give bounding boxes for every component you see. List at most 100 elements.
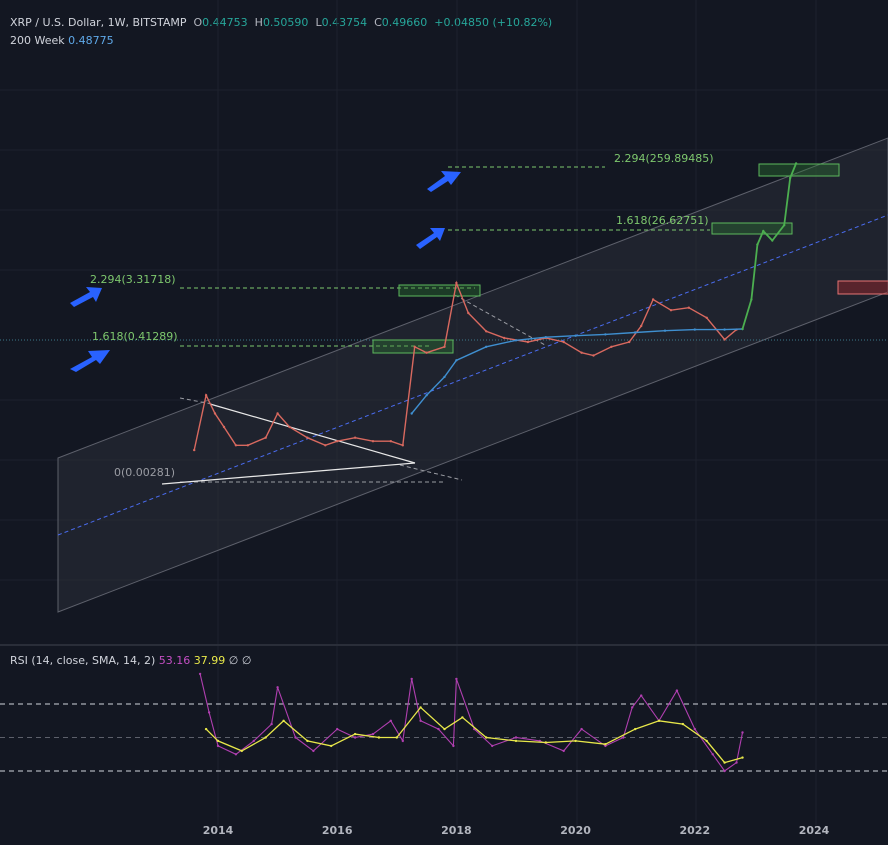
red-box[interactable] xyxy=(837,280,888,295)
change-value: +0.04850 (+10.82%) xyxy=(434,16,553,29)
rsi-sma-line-point xyxy=(634,727,637,731)
price-line-point xyxy=(485,330,488,333)
rsi-line-point xyxy=(735,761,738,764)
rsi-line-point xyxy=(234,753,238,756)
price-line-point xyxy=(336,440,339,443)
rsi-line-point xyxy=(562,749,565,753)
rsi-extra-2: ∅ xyxy=(241,654,252,667)
rsi-sma-series[interactable] xyxy=(204,706,744,764)
rsi-line-point xyxy=(711,753,714,756)
rsi-series[interactable] xyxy=(198,672,744,773)
ma-line-point xyxy=(410,412,413,415)
rsi-value: 53.16 xyxy=(158,654,191,667)
rsi-sma-line-point xyxy=(485,736,488,739)
rsi-line-point xyxy=(675,689,679,692)
rsi-sma-line-point xyxy=(514,739,518,743)
low-value: 0.43754 xyxy=(321,16,368,29)
target-box-2 xyxy=(398,284,481,297)
open-value: 0.44753 xyxy=(202,16,248,29)
price-line-point xyxy=(687,306,690,309)
price-line-point xyxy=(264,436,267,439)
x-tick-label: 2024 xyxy=(799,824,830,837)
low-label: L xyxy=(315,16,322,29)
price-line-point xyxy=(640,324,643,328)
rsi-sma-line-point xyxy=(657,719,661,722)
ma-line[interactable] xyxy=(411,328,743,414)
projection-series[interactable] xyxy=(741,162,798,331)
rsi-line-point xyxy=(336,727,339,731)
ma-line-point xyxy=(723,328,726,331)
rsi-sma-line-point xyxy=(723,761,726,764)
fib-levels[interactable] xyxy=(180,166,710,347)
rsi-sma-line-point xyxy=(461,716,464,719)
arrow-icon xyxy=(416,228,445,249)
projection-line-point xyxy=(756,243,759,246)
trend-dashed-line[interactable] xyxy=(454,294,546,346)
rsi-line-point xyxy=(580,727,583,731)
projection-line[interactable] xyxy=(741,163,797,330)
rsi-line-point xyxy=(252,739,255,743)
arrow-icon xyxy=(427,171,461,192)
price-line-point xyxy=(222,425,226,429)
price-line-point xyxy=(628,340,631,344)
rsi-sma-line-point xyxy=(681,722,685,726)
high-label: H xyxy=(254,16,263,29)
target-boxes[interactable] xyxy=(372,163,840,354)
target-box-4 xyxy=(758,163,840,177)
rsi-label: RSI (14, close, SMA, 14, 2) xyxy=(10,654,156,667)
triangle-pattern[interactable] xyxy=(161,403,416,485)
price-line-point xyxy=(562,340,565,344)
x-tick-label: 2022 xyxy=(679,824,710,837)
price-line-point xyxy=(580,351,583,354)
rsi-line-point xyxy=(270,722,273,726)
rsi-line-point xyxy=(410,677,413,681)
rsi-line-point xyxy=(216,744,220,748)
price-line-point xyxy=(306,436,309,439)
price-series[interactable] xyxy=(193,280,738,452)
rsi-line-point xyxy=(276,686,279,689)
price-line-point xyxy=(610,345,613,348)
price-line-point xyxy=(592,354,595,357)
rsi-line[interactable] xyxy=(199,673,744,772)
price-line-point xyxy=(276,412,279,415)
rsi-sma-line-point xyxy=(330,744,333,748)
rsi-sma-line-point xyxy=(204,727,208,731)
rsi-sma-value: 37.99 xyxy=(193,654,226,667)
rsi-sma-line-point xyxy=(216,739,220,743)
rsi-sma-line[interactable] xyxy=(205,706,743,764)
rsi-extra-1: ∅ xyxy=(228,654,239,667)
ma-line-point xyxy=(455,359,458,362)
rsi-sma-line-point xyxy=(544,741,547,744)
x-tick-label: 2014 xyxy=(203,824,234,837)
high-value: 0.50590 xyxy=(262,16,309,29)
rsi-line-point xyxy=(622,736,625,739)
channel-median-line[interactable] xyxy=(57,214,888,536)
price-line-point xyxy=(443,345,446,348)
rsi-line-point xyxy=(294,736,297,739)
blue-arrows xyxy=(70,171,461,372)
target-box-1 xyxy=(372,339,454,354)
rsi-line-point xyxy=(371,732,375,736)
price-line-point xyxy=(467,311,470,315)
price-line-point xyxy=(389,440,392,443)
rsi-line-point xyxy=(207,711,211,714)
rsi-line-point xyxy=(741,731,744,734)
price-line-point xyxy=(213,412,217,415)
rsi-levels xyxy=(0,703,888,772)
trend-dashed-line-2[interactable] xyxy=(399,464,463,481)
price-line-point xyxy=(246,444,249,447)
ma-line-point xyxy=(574,334,577,337)
projection-line-point xyxy=(771,239,774,242)
open-label: O xyxy=(193,16,203,29)
rsi-line-point xyxy=(401,739,404,743)
projection-line-point xyxy=(762,229,765,233)
projection-line-point xyxy=(741,327,744,331)
price-line-point xyxy=(413,345,416,348)
ma-line-point xyxy=(634,331,637,334)
rsi-line-point xyxy=(693,727,696,731)
price-line-point xyxy=(526,340,530,344)
rsi-sma-line-point xyxy=(741,756,744,759)
projection-line-point xyxy=(789,176,792,180)
rsi-line-point xyxy=(312,749,315,753)
